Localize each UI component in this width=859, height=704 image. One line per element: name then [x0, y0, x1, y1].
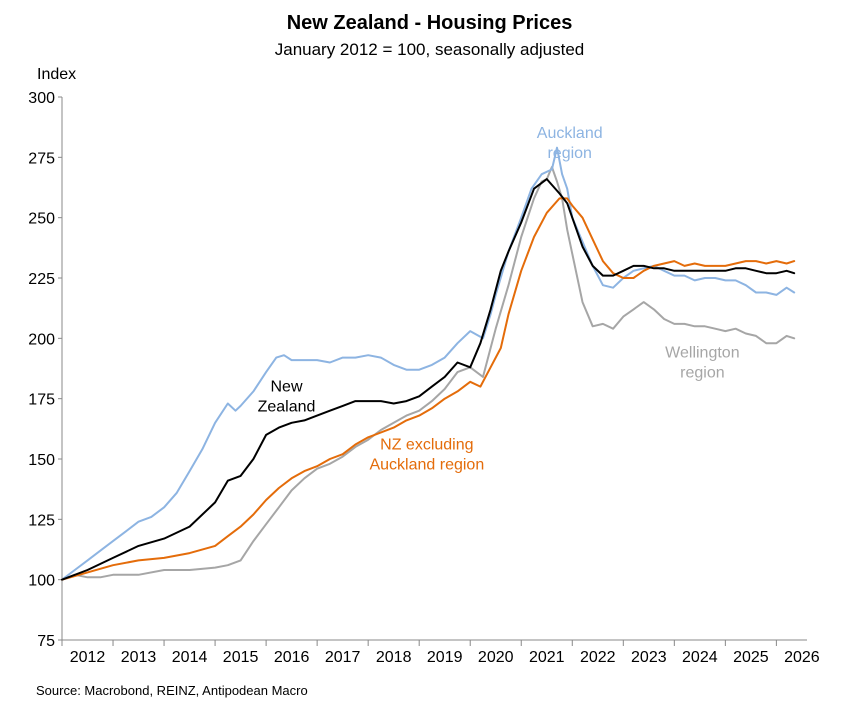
series-label-line: Auckland region	[369, 456, 484, 473]
x-tick-label: 2021	[529, 649, 565, 666]
x-tick-label: 2012	[70, 649, 106, 666]
y-tick-label: 200	[28, 331, 55, 348]
series-line-auckland-region	[61, 146, 796, 581]
series-labels: Wellington region Auckland region NZ excludi…	[258, 125, 740, 473]
series-label-line: Wellington	[665, 345, 739, 362]
chart-subtitle: January 2012 = 100, seasonally adjusted	[275, 40, 585, 59]
x-tick-label: 2023	[631, 649, 667, 666]
x-tick-label: 2019	[427, 649, 463, 666]
axis-ticks: 75 100 125 150 175 200 225 250 275 300 2012 2013 201…	[28, 90, 819, 666]
x-tick-label: 2014	[172, 649, 208, 666]
source-note: Source: Macrobond, REINZ, Antipodean Mac…	[36, 683, 308, 698]
series-label-new-zealand: New Zealand	[258, 378, 316, 415]
series-line-new-zealand	[61, 178, 796, 581]
x-tick-label: 2024	[682, 649, 718, 666]
series-label-line: Zealand	[258, 398, 316, 415]
series-label-auckland-region: Auckland region	[537, 125, 603, 162]
series-label-line: New	[271, 378, 303, 395]
x-tick-label: 2022	[580, 649, 616, 666]
axes	[61, 97, 807, 641]
x-tick-label: 2025	[733, 649, 769, 666]
y-axis-label: Index	[37, 66, 76, 83]
series-line-nz-excluding-auckland-region	[61, 197, 796, 581]
series-label-line: region	[680, 365, 724, 382]
y-tick-label: 250	[28, 211, 55, 228]
y-tick-label: 225	[28, 271, 55, 288]
series-label-line: region	[547, 145, 591, 162]
y-tick-label: 175	[28, 392, 55, 409]
y-tick-label: 75	[37, 633, 55, 650]
series-label-line: NZ excluding	[380, 436, 473, 453]
series-label-wellington-region: Wellington region	[665, 345, 739, 382]
series-line-wellington-region	[61, 166, 796, 581]
x-tick-label: 2020	[478, 649, 514, 666]
x-tick-label: 2015	[223, 649, 259, 666]
y-tick-label: 125	[28, 512, 55, 529]
series-label-line: Auckland	[537, 125, 603, 142]
series-label-nz-excluding-auckland-region: NZ excluding Auckland region	[369, 436, 484, 473]
x-tick-label: 2016	[274, 649, 310, 666]
x-tick-label: 2026	[784, 649, 820, 666]
series-lines	[61, 146, 796, 581]
x-tick-label: 2018	[376, 649, 412, 666]
y-tick-label: 300	[28, 90, 55, 107]
y-tick-label: 150	[28, 452, 55, 469]
chart-title: New Zealand - Housing Prices	[287, 12, 573, 34]
x-tick-label: 2017	[325, 649, 361, 666]
x-tick-label: 2013	[121, 649, 157, 666]
y-tick-label: 100	[28, 573, 55, 590]
y-tick-label: 275	[28, 150, 55, 167]
